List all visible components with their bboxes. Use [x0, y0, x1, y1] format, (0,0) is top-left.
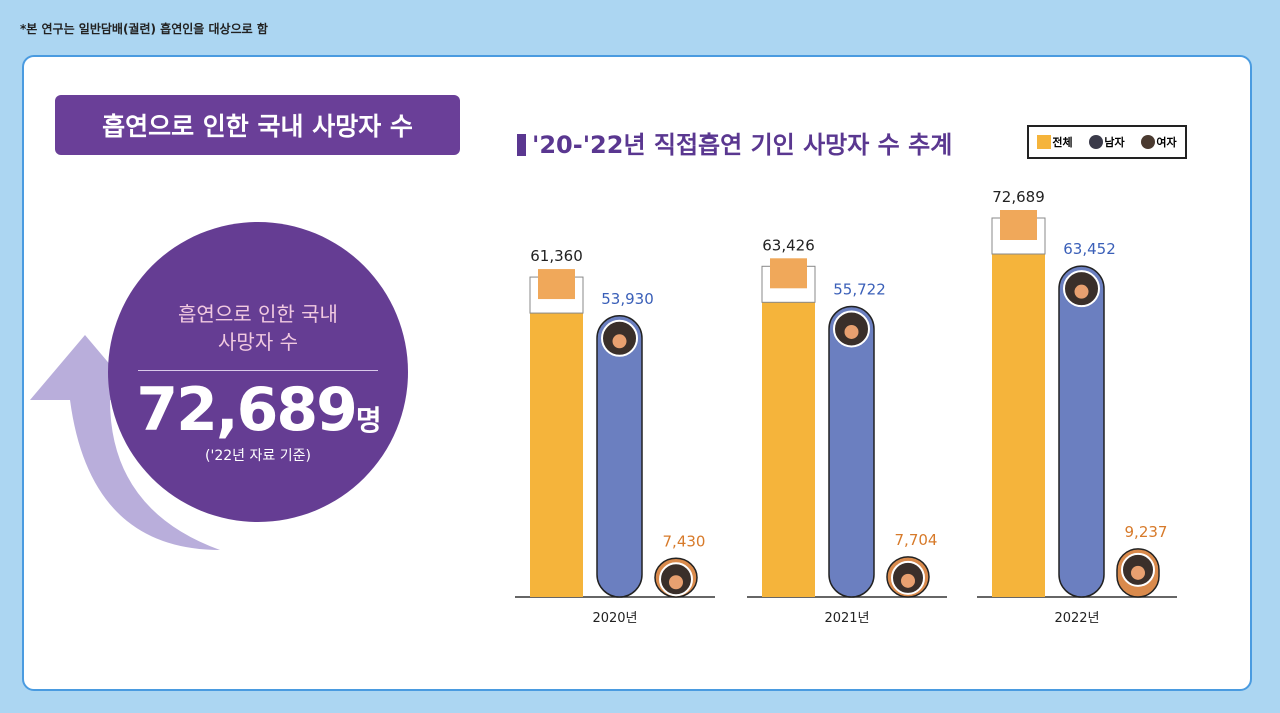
data-basis: ('22년 자료 기준) [205, 448, 311, 464]
face-icon [1131, 565, 1145, 580]
cigarette-icon [1000, 210, 1037, 240]
chart-title: '20-'22년 직접흡연 기인 사망자 수 추계 [517, 125, 952, 160]
face-icon [844, 324, 859, 339]
x-tick-label: 2022년 [1054, 611, 1099, 626]
cigarette-icon [538, 269, 575, 300]
curved-arrow-icon [30, 335, 220, 550]
data-label: 7,704 [895, 531, 938, 549]
data-label: 53,930 [601, 290, 654, 308]
unit: 명 [355, 404, 382, 437]
bar-male [1058, 265, 1105, 598]
data-label: 9,237 [1125, 523, 1168, 541]
face-icon [901, 573, 915, 588]
total-deaths-value: 72,689 [136, 375, 358, 445]
face-icon [612, 334, 627, 349]
cigarette-icon [770, 258, 807, 289]
section-title: 흡연으로 인한 국내 사망자 수 [55, 95, 460, 155]
data-label: 63,426 [762, 236, 815, 254]
footnote: *본 연구는 일반담배(궐련) 흡연인을 대상으로 함 [20, 22, 268, 36]
bar-total [992, 218, 1045, 597]
data-label: 72,689 [992, 188, 1045, 206]
legend-male: 남자 [1089, 134, 1125, 150]
circle-label-1: 흡연으로 인한 국내 [178, 302, 338, 326]
data-label: 7,430 [663, 532, 706, 550]
bar-total [530, 277, 583, 597]
x-tick-label: 2021년 [824, 611, 869, 626]
face-icon [1074, 284, 1089, 299]
face-icon [669, 575, 683, 590]
data-label: 55,722 [833, 280, 886, 298]
bar-total [762, 266, 815, 597]
x-tick-label: 2020년 [592, 611, 637, 626]
legend: 전체 남자 여자 [1027, 125, 1187, 159]
legend-female: 여자 [1141, 134, 1177, 150]
bar-male [828, 305, 875, 598]
legend-total: 전체 [1037, 134, 1073, 150]
bar-male [596, 315, 643, 598]
data-label: 61,360 [530, 247, 583, 265]
data-label: 63,452 [1063, 240, 1116, 258]
circle-label-2: 사망자 수 [218, 330, 298, 354]
